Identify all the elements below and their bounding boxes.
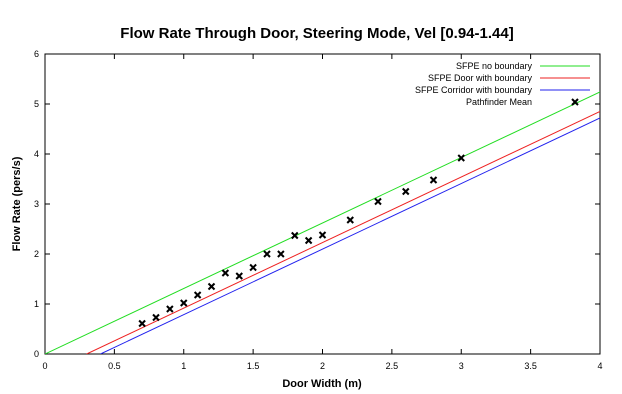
data-point-stroke	[235, 272, 243, 280]
data-point-stroke	[429, 176, 438, 184]
data-point	[457, 154, 465, 162]
legend-label: Pathfinder Mean	[466, 97, 532, 107]
data-point	[374, 197, 382, 206]
series-line-sfpe-corridor-with-boundary	[100, 117, 600, 354]
data-point-stroke	[291, 231, 299, 240]
chart-title: Flow Rate Through Door, Steering Mode, V…	[120, 25, 513, 42]
x-tick-label: 0.5	[108, 361, 121, 371]
y-tick-label: 1	[34, 299, 39, 309]
data-point	[277, 250, 285, 258]
data-point	[235, 272, 243, 280]
data-point-stroke	[152, 313, 160, 322]
data-point	[304, 236, 313, 245]
y-tick-label: 4	[34, 149, 39, 159]
x-tick-label: 2	[320, 361, 325, 371]
data-point-stroke	[138, 319, 146, 328]
y-tick-label: 6	[34, 49, 39, 59]
x-tick-label: 2.5	[386, 361, 399, 371]
plot-area: 0 0.5 1 1.5 2 2.5 3 3.5 4 0 1 2 3 4 5 6 SFPE no boundary…	[34, 49, 603, 371]
y-axis-label: Flow Rate (pers/s)	[11, 156, 23, 251]
data-point-stroke	[193, 291, 202, 299]
y-tick-label: 3	[34, 199, 39, 209]
legend-label: SFPE no boundary	[456, 61, 533, 71]
data-point	[291, 231, 299, 240]
data-point	[138, 319, 146, 328]
data-point-stroke	[221, 269, 230, 277]
data-point-stroke	[207, 282, 216, 291]
data-point-stroke	[166, 305, 174, 313]
legend: SFPE no boundary SFPE Door with boundary S…	[415, 61, 590, 107]
data-point-stroke	[180, 299, 188, 307]
data-point-stroke	[318, 231, 327, 239]
x-tick-label: 1	[181, 361, 186, 371]
x-tick-label: 0	[42, 361, 47, 371]
x-axis-label: Door Width (m)	[282, 378, 362, 390]
x-tick-label: 3	[459, 361, 464, 371]
data-point-stroke	[304, 236, 313, 245]
x-tick-label: 4	[597, 361, 602, 371]
data-point	[193, 291, 202, 299]
data-point	[402, 187, 410, 196]
legend-label: SFPE Door with boundary	[428, 73, 533, 83]
x-tick-label: 3.5	[524, 361, 537, 371]
legend-swatch	[571, 98, 579, 106]
data-point-stroke	[374, 197, 382, 206]
data-point-stroke	[277, 250, 285, 258]
data-point	[207, 282, 216, 291]
y-tick-label: 2	[34, 249, 39, 259]
legend-label: SFPE Corridor with boundary	[415, 85, 533, 95]
y-tick-label: 5	[34, 99, 39, 109]
data-point	[166, 305, 174, 313]
data-point	[221, 269, 230, 277]
data-point	[249, 263, 257, 272]
data-point	[180, 299, 188, 307]
data-point-stroke	[346, 216, 354, 224]
data-point-stroke	[249, 263, 257, 272]
data-point-stroke	[402, 187, 410, 196]
data-point	[152, 313, 160, 322]
data-point	[318, 231, 327, 239]
y-tick-label: 0	[34, 349, 39, 359]
data-point	[263, 250, 271, 258]
data-layer	[45, 91, 600, 354]
data-point	[429, 176, 438, 184]
x-tick-label: 1.5	[247, 361, 260, 371]
series-line-sfpe-door-with-boundary	[86, 111, 600, 354]
data-point-stroke	[457, 154, 465, 162]
data-point	[346, 216, 354, 224]
series-line-sfpe-no-boundary	[45, 91, 600, 354]
data-point-stroke	[263, 250, 271, 258]
